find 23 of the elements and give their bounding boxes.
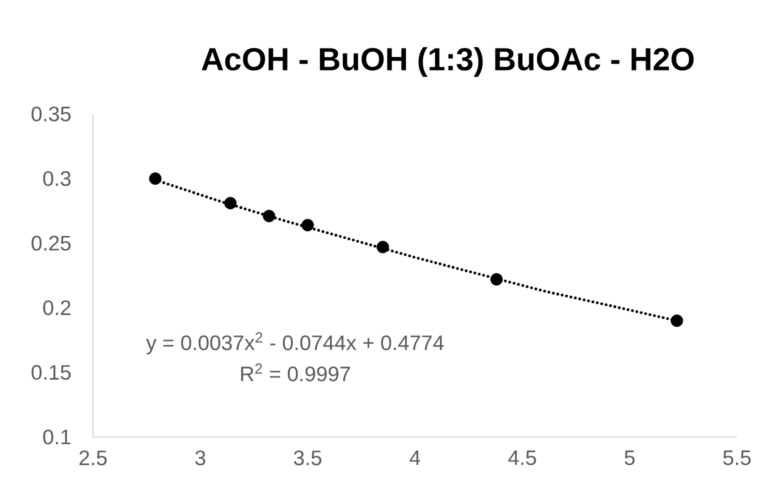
annotation: y = 0.0037x$^{2}$ - 0.0744x + 0.4774 [146, 332, 444, 354]
x-tick-label: 5 [624, 450, 635, 466]
point [224, 196, 237, 210]
chart-title: AcOH - BuOH (1:3) BuOAc - H2O [202, 47, 694, 77]
y-tick-label: 0.3 [43, 171, 71, 186]
annotation: R$^{2}$ = 0.9997 [241, 363, 350, 382]
x-tick-label: 5.5 [723, 450, 751, 466]
x-tick-label: 3 [195, 450, 206, 466]
point [262, 210, 276, 222]
x-tick-label: 4.5 [508, 450, 536, 466]
y-tick-label: 0.35 [32, 106, 71, 122]
x-tick-label: 4 [410, 450, 420, 465]
x-tick-label: 3.5 [294, 450, 322, 466]
point [376, 240, 390, 254]
y-tick-label: 0.25 [32, 236, 71, 251]
point [301, 218, 314, 232]
y-tick-label: 0.2 [43, 300, 70, 316]
point [670, 314, 684, 327]
y-tick-label: 0.1 [43, 430, 70, 444]
y-tick-label: 0.15 [32, 364, 71, 380]
point [149, 172, 162, 185]
point [490, 273, 503, 286]
x-tick-label: 2.5 [80, 450, 107, 466]
